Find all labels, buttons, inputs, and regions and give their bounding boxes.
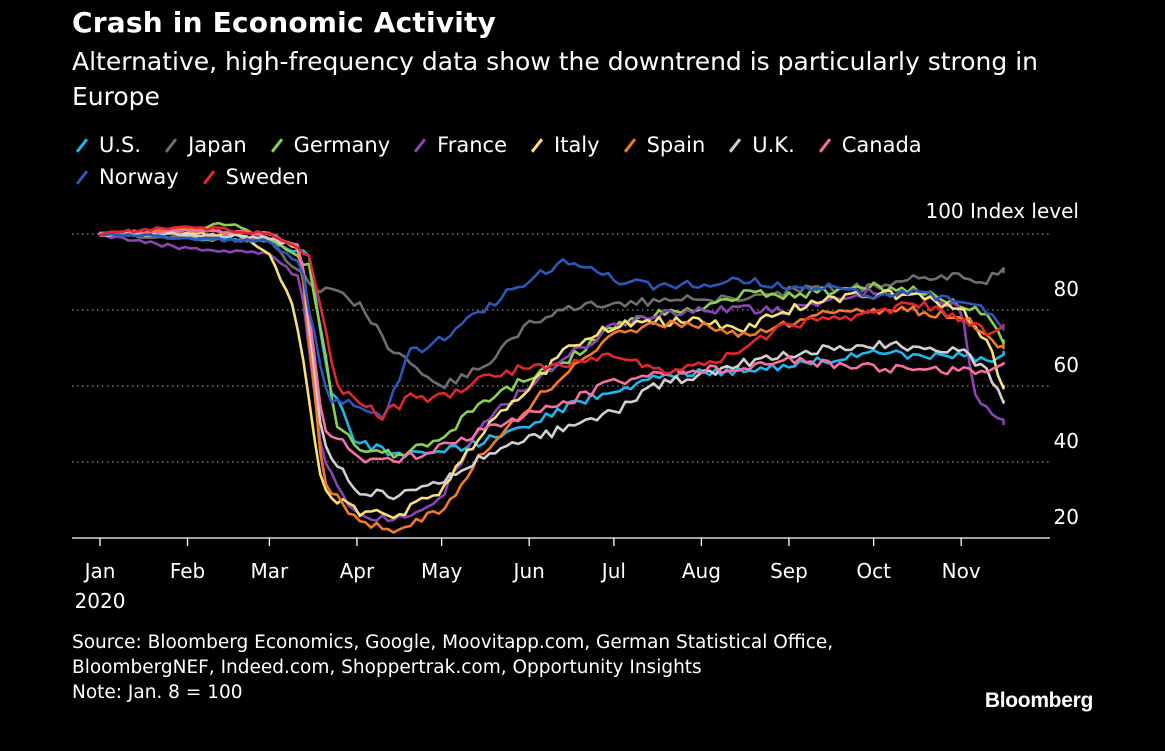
series-line-germany [98, 221, 1005, 459]
legend: U.S. Japan Germany France Italy Spain U.K. Cana… [72, 131, 1072, 191]
x-tick-label: Nov [942, 559, 981, 583]
x-tick-label: Feb [170, 559, 205, 583]
y-tick-label: 100 Index level [925, 199, 1079, 223]
legend-label: Canada [841, 133, 922, 157]
legend-item: Norway [72, 163, 179, 191]
series-line-sweden [98, 225, 1005, 421]
x-tick-label: Aug [682, 559, 721, 583]
legend-label: Spain [646, 133, 706, 157]
series-line-us [98, 232, 1005, 459]
x-tick-label: Sep [770, 559, 808, 583]
chart-note: Note: Jan. 8 = 100 [72, 682, 243, 703]
legend-label: U.S. [99, 133, 142, 157]
series-line-canada [98, 228, 1005, 464]
legend-item: France [410, 131, 507, 159]
legend-item: U.K. [725, 131, 795, 159]
legend-item: Italy [527, 131, 600, 159]
x-tick-label: Jul [600, 559, 626, 583]
legend-label: Sweden [225, 165, 309, 189]
legend-item: U.S. [72, 131, 141, 159]
x-tick-label: Apr [340, 559, 375, 583]
x-tick-label: Jun [512, 559, 545, 583]
source-line-2: BloombergNEF, Indeed.com, Shoppertrak.co… [72, 657, 702, 678]
x-tick-label: May [421, 559, 463, 583]
legend-label: Norway [99, 165, 179, 189]
bloomberg-logo: Bloomberg [984, 689, 1093, 712]
series-line-spain [98, 227, 1005, 534]
chart-footer: Source: Bloomberg Economics, Google, Moo… [72, 630, 972, 705]
legend-item: Spain [620, 131, 706, 159]
legend-label: U.K. [752, 133, 795, 157]
legend-label: Japan [188, 133, 247, 157]
y-tick-label: 20 [1054, 505, 1079, 529]
legend-label: France [437, 133, 508, 157]
chart-title: Crash in Economic Activity [72, 6, 497, 39]
series-line-norway [98, 232, 1005, 420]
legend-label: Germany [293, 133, 391, 157]
legend-item: Canada [815, 131, 922, 159]
x-tick-label: Mar [251, 559, 290, 583]
x-year-label: 2020 [75, 589, 126, 613]
x-tick-label: Jan [83, 559, 116, 583]
legend-item: Sweden [199, 163, 309, 191]
y-tick-label: 80 [1054, 277, 1079, 301]
x-tick-label: Oct [856, 559, 891, 583]
legend-label: Italy [554, 133, 600, 157]
series-line-france [98, 231, 1005, 523]
legend-item: Japan [161, 131, 247, 159]
chart-subtitle: Alternative, high-frequency data show th… [72, 47, 1038, 111]
series-line-uk [98, 230, 1005, 501]
source-line-1: Source: Bloomberg Economics, Google, Moo… [72, 632, 834, 653]
legend-item: Germany [267, 131, 391, 159]
series-line-italy [98, 230, 1005, 520]
y-tick-label: 40 [1054, 429, 1079, 453]
y-tick-label: 60 [1054, 353, 1079, 377]
